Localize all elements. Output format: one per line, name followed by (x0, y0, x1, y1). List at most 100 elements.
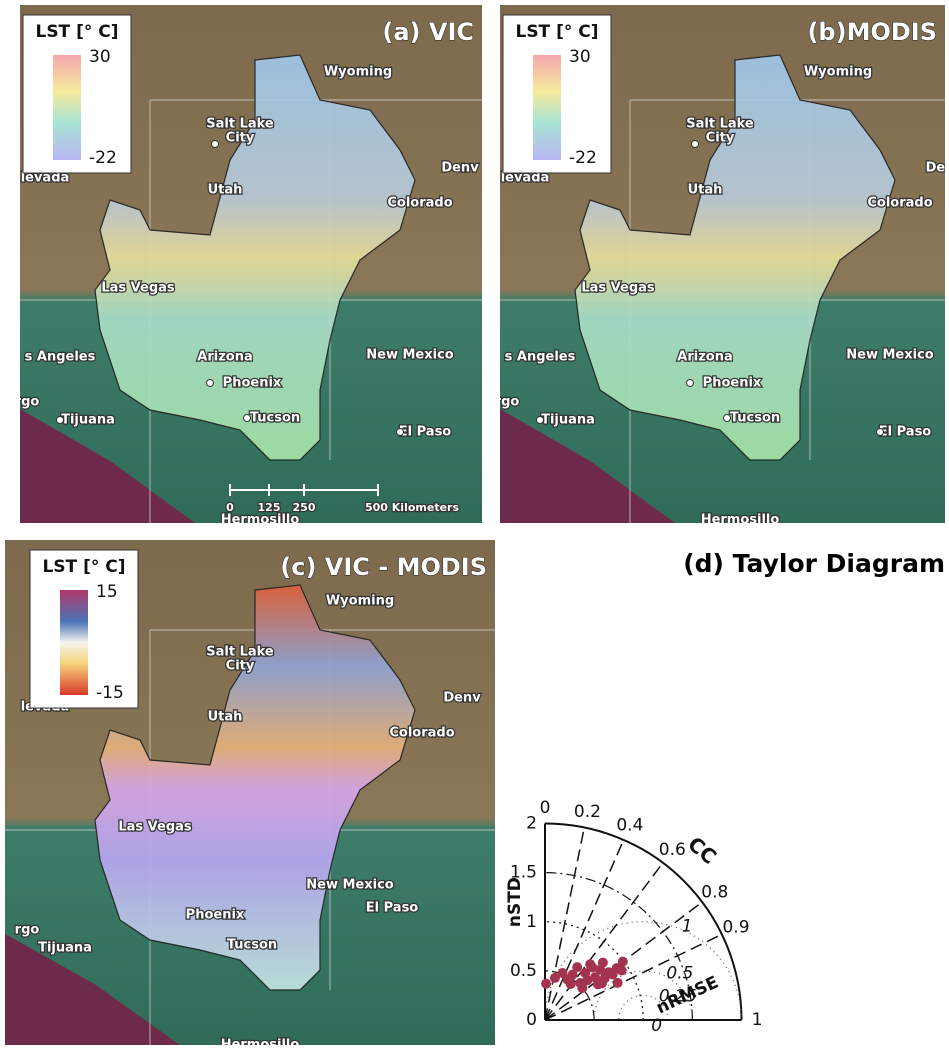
scale-label: 250 (293, 501, 316, 514)
panel-title: (b)MODIS (807, 18, 937, 46)
place-label: Colorado (389, 726, 454, 741)
y-tick-label: 0 (526, 1010, 537, 1030)
place-label: Hermosillo (701, 513, 780, 528)
place-label: Tucson (250, 411, 300, 426)
legend-title: LST [° C] (35, 22, 118, 42)
point (541, 979, 551, 989)
place-label: Las Vegas (581, 281, 655, 296)
legend-min: -15 (96, 683, 124, 703)
legend-title: LST [° C] (42, 557, 125, 577)
place-label: Wyoming (324, 65, 392, 80)
cc-tick-label: 0.2 (574, 802, 601, 822)
place-label: Tucson (227, 938, 277, 953)
place-label: Tijuana (38, 941, 92, 956)
place-label: rgo (15, 923, 40, 938)
cc-tick-label: 1 (752, 1010, 763, 1030)
place-label: Tijuana (61, 413, 115, 428)
cc-tick-label: 0 (540, 798, 551, 818)
scale-label: 0 (226, 501, 234, 514)
point (577, 983, 587, 993)
point (597, 978, 607, 988)
place-label: Salt Lake (206, 645, 274, 660)
place-label: Las Vegas (101, 281, 175, 296)
place-label: Las Vegas (118, 820, 192, 835)
place-label: New Mexico (846, 348, 934, 363)
city-dot (537, 417, 544, 424)
cc-tick-label: 0.9 (722, 917, 749, 937)
place-label: Hermosillo (221, 1038, 300, 1049)
place-label: Colorado (387, 196, 452, 211)
place-label: Wyoming (804, 65, 872, 80)
cc-tick-label: 0.6 (659, 840, 686, 860)
place-label: Phoenix (186, 908, 245, 923)
place-label: Denv (443, 691, 481, 706)
city-dot (724, 415, 731, 422)
cc-tick-label: 0.4 (616, 815, 643, 835)
point (572, 962, 582, 972)
place-label: City (226, 131, 255, 146)
place-label: El Paso (399, 425, 452, 440)
place-label: Utah (688, 183, 723, 198)
point (585, 959, 595, 969)
place-label: City (706, 131, 735, 146)
city-dot (397, 429, 404, 436)
scale-label: 125 (258, 501, 281, 514)
y-axis-label: nSTD (505, 877, 525, 927)
legend-title: LST [° C] (515, 22, 598, 42)
city-dot (877, 429, 884, 436)
point (617, 965, 627, 975)
place-label: Colorado (867, 196, 932, 211)
colorbar (533, 55, 561, 160)
legend-min: -22 (89, 148, 117, 168)
place-label: s Angeles (505, 350, 576, 365)
city-dot (244, 415, 251, 422)
place-label: El Paso (366, 901, 419, 916)
panel-title: (a) VIC (382, 18, 474, 46)
cc-label: CC (683, 832, 721, 869)
city-dot (207, 380, 214, 387)
point (598, 958, 608, 968)
legend-max: 30 (89, 47, 111, 67)
rmse-tick-label: 1 (682, 917, 693, 937)
place-label: Phoenix (703, 376, 762, 391)
place-label: Utah (208, 710, 243, 725)
panel-title: (c) VIC - MODIS (280, 553, 487, 581)
y-tick-label: 0.5 (510, 961, 537, 981)
place-label: Phoenix (223, 376, 282, 391)
legend-max: 15 (96, 582, 118, 602)
place-label: Salt Lake (686, 117, 754, 132)
colorbar (60, 590, 88, 695)
place-label: El Paso (879, 425, 932, 440)
place-label: Tucson (730, 411, 780, 426)
place-label: Utah (208, 183, 243, 198)
legend: LST [° C] 15 -15 (30, 550, 138, 708)
y-tick-label: 1 (526, 912, 537, 932)
rmse-tick-label: 0.5 (666, 963, 693, 983)
city-dot (692, 141, 699, 148)
legend-max: 30 (569, 47, 591, 67)
place-label: rgo (495, 395, 520, 410)
place-label: Hermosillo (221, 513, 300, 528)
place-label: Wyoming (326, 594, 394, 609)
point (613, 978, 623, 988)
place-label: Arizona (677, 350, 732, 365)
place-label: City (226, 659, 255, 674)
chart-title: (d) Taylor Diagram (683, 549, 945, 578)
legend: LST [° C] 30 -22 (503, 15, 611, 173)
place-label: s Angeles (25, 350, 96, 365)
point (566, 979, 576, 989)
cc-tick-label: 0.8 (701, 883, 728, 903)
colorbar (53, 55, 81, 160)
y-tick-label: 2 (526, 814, 537, 834)
city-dot (57, 417, 64, 424)
legend-min: -22 (569, 148, 597, 168)
place-label: Den (926, 161, 949, 176)
point (618, 957, 628, 967)
figure: WyomingSalt LakeCityUtahDenvlevadaColora… (0, 0, 949, 1049)
place-label: New Mexico (306, 878, 394, 893)
legend: LST [° C] 30 -22 (23, 15, 131, 173)
place-label: Denv (441, 161, 479, 176)
place-label: rgo (15, 395, 40, 410)
place-label: Salt Lake (206, 117, 274, 132)
